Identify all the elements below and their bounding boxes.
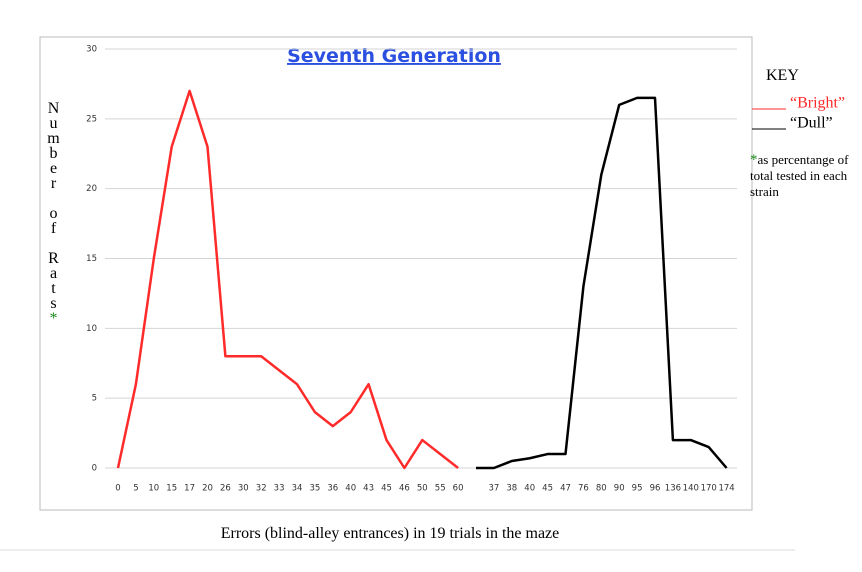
note-wrap: *as percentange of total tested in each …	[750, 152, 862, 200]
legend-label: “Bright”	[790, 95, 845, 112]
x-tick-label: 34	[292, 484, 303, 494]
x-tick-label: 170	[701, 484, 717, 494]
y-tick-label: 15	[86, 254, 97, 264]
x-tick-label: 36	[327, 484, 338, 494]
x-tick-label: 26	[220, 484, 231, 494]
x-tick-label: 5	[133, 484, 138, 494]
note-box: *as percentange of total tested in each …	[750, 152, 862, 200]
x-tick-label: 55	[435, 484, 446, 494]
series-line	[116, 89, 459, 470]
x-tick-label: 45	[542, 484, 553, 494]
y-axis-label-box: Number of Rats*	[44, 100, 62, 325]
x-tick-label: 50	[417, 484, 428, 494]
y-axis-label: Number of Rats	[45, 100, 62, 310]
y-axis-label-marker: *	[45, 310, 62, 325]
y-tick-label: 25	[86, 114, 97, 124]
x-tick-label: 45	[381, 484, 392, 494]
chart-title: Seventh Generation	[287, 45, 501, 67]
x-tick-label: 95	[632, 484, 643, 494]
x-tick-label: 33	[274, 484, 285, 494]
x-tick-label: 40	[345, 484, 356, 494]
x-tick-label: 17	[184, 484, 195, 494]
x-tick-label: 43	[363, 484, 374, 494]
x-tick-label: 174	[718, 484, 734, 494]
x-tick-label: 60	[453, 484, 464, 494]
x-tick-label: 140	[683, 484, 699, 494]
x-tick-label: 40	[524, 484, 535, 494]
legend-title: KEY	[766, 67, 799, 84]
x-tick-label: 90	[614, 484, 625, 494]
chart-frame	[39, 36, 753, 511]
note: as percentange of total tested in each s…	[750, 152, 849, 199]
x-tick-label: 76	[578, 484, 589, 494]
x-tick-label: 80	[596, 484, 607, 494]
legend-label: “Dull”	[790, 115, 833, 132]
x-tick-label: 136	[665, 484, 681, 494]
x-tick-label: 10	[148, 484, 159, 494]
x-tick-label: 37	[488, 484, 499, 494]
note-marker: *	[750, 152, 758, 168]
y-tick-label: 10	[86, 324, 97, 334]
x-tick-label: 15	[166, 484, 177, 494]
x-tick-label: 20	[202, 484, 213, 494]
y-tick-label: 30	[86, 45, 97, 55]
x-tick-label: 47	[560, 484, 571, 494]
x-tick-label: 46	[399, 484, 410, 494]
y-tick-label: 5	[92, 394, 97, 404]
x-tick-label: 0	[115, 484, 120, 494]
y-axis-label-wrap: Number of Rats*	[44, 100, 62, 325]
x-tick-label: 32	[256, 484, 267, 494]
x-tick-label: 35	[309, 484, 320, 494]
x-tick-label: 30	[238, 484, 249, 494]
y-tick-label: 0	[92, 464, 97, 474]
y-tick-label: 20	[86, 184, 97, 194]
series-line	[476, 96, 728, 470]
x-axis-label: Errors (blind-alley entrances) in 19 tri…	[221, 525, 560, 542]
x-tick-label: 38	[506, 484, 517, 494]
x-tick-label: 96	[650, 484, 661, 494]
